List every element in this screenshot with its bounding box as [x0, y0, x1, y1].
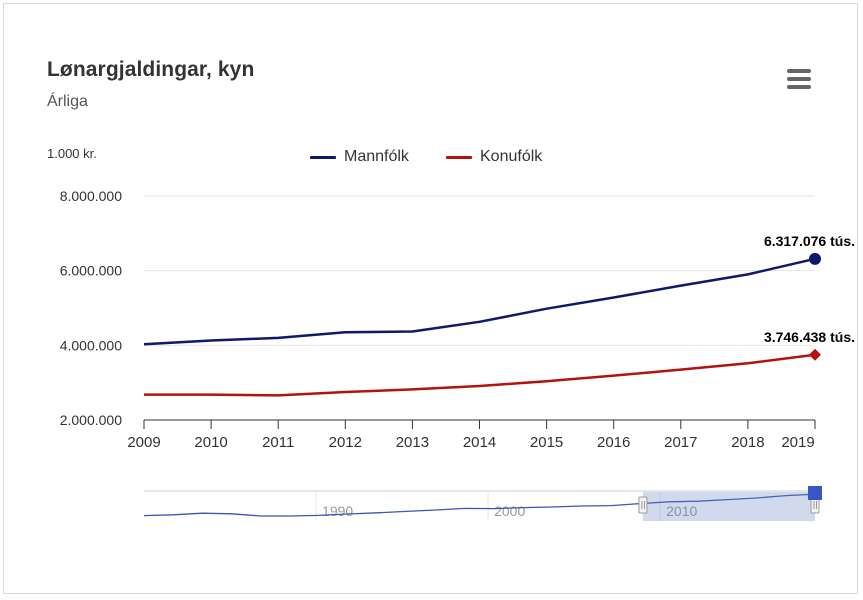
hamburger-icon — [787, 85, 811, 89]
legend-swatch-konufolk — [446, 155, 472, 159]
navigator-series-line — [143, 493, 816, 517]
y-tick-label: 2.000.000 — [60, 412, 122, 428]
y-tick-label: 6.000.000 — [60, 263, 122, 279]
navigator-label: 2000 — [494, 503, 525, 519]
x-tick-label: 2014 — [463, 434, 496, 451]
x-tick-label: 2013 — [396, 434, 429, 451]
end-marker-mannfolk[interactable] — [809, 252, 821, 265]
x-tick-label: 2010 — [194, 434, 227, 451]
legend-swatch-mannfolk — [310, 155, 336, 159]
navigator: 1990 2000 2010 — [143, 486, 822, 521]
chart-title: Lønargjaldingar, kyn — [47, 58, 255, 81]
series-line-konufolk[interactable] — [144, 353, 816, 397]
y-axis-unit-label: 1.000 kr. — [47, 146, 97, 161]
legend-label-konufolk: Konufólk — [480, 148, 543, 165]
series-line-mannfolk[interactable] — [143, 257, 816, 346]
data-label-konufolk: 3.746.438 tús. — [764, 329, 855, 345]
x-tick-label: 2019 — [781, 434, 814, 451]
y-tick-label: 4.000.000 — [60, 337, 122, 353]
navigator-selection[interactable] — [642, 492, 815, 521]
navigator-label: 1990 — [322, 503, 353, 519]
x-tick-label: 2015 — [530, 434, 563, 451]
chart-subtitle: Árliga — [47, 93, 88, 110]
x-tick-label: 2009 — [127, 434, 160, 451]
end-marker-konufolk[interactable] — [809, 348, 821, 361]
x-tick-label: 2018 — [731, 434, 764, 451]
hamburger-icon — [787, 69, 811, 73]
navigator-handle-left[interactable] — [638, 496, 648, 514]
legend-label-mannfolk: Mannfólk — [344, 148, 409, 165]
x-tick-label: 2017 — [664, 434, 697, 451]
x-tick-label: 2011 — [262, 434, 294, 451]
navigator-scroll-button[interactable] — [808, 486, 822, 500]
hamburger-icon — [787, 77, 811, 81]
legend-item-konufolk[interactable]: Konufólk — [446, 146, 542, 168]
x-tick-label: 2016 — [597, 434, 630, 451]
x-tick-label: 2012 — [329, 434, 362, 451]
x-axis: 2009 2010 2011 2012 2013 2014 2015 2016 2017 2018… — [127, 419, 816, 451]
y-axis: 2.000.000 4.000.000 6.000.000 8.000.000 — [60, 188, 122, 428]
data-label-mannfolk: 6.317.076 tús. — [764, 233, 855, 249]
chart-container — [3, 3, 858, 594]
navigator-label: 2010 — [666, 503, 697, 519]
chart-menu-button[interactable] — [785, 66, 813, 94]
gridlines — [144, 195, 815, 346]
series-group: 6.317.076 tús. 3.746.438 tús. — [143, 231, 857, 397]
legend-item-mannfolk[interactable]: Mannfólk — [310, 146, 409, 168]
y-tick-label: 8.000.000 — [60, 188, 122, 204]
